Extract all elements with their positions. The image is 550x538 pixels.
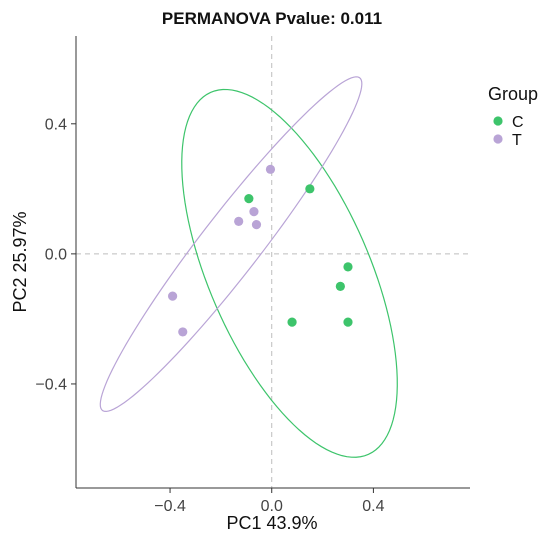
y-tick-label: −0.4	[35, 376, 67, 393]
legend-key-t	[493, 134, 503, 144]
data-point-t	[234, 216, 244, 226]
legend-title: Group	[488, 84, 538, 104]
data-point-c	[335, 281, 345, 291]
x-axis-title: PC1 43.9%	[226, 513, 317, 533]
plot-area: −0.4 0.0 0.4 −0.4 0.0 0.4	[35, 36, 470, 515]
legend-label-c: C	[512, 114, 524, 131]
legend-label-t: T	[512, 132, 522, 149]
x-tick-label: 0.4	[362, 498, 384, 515]
chart-title: PERMANOVA Pvalue: 0.011	[162, 9, 382, 28]
legend-key-c	[493, 116, 503, 126]
data-point-t	[265, 164, 276, 174]
data-point-t	[251, 220, 262, 230]
data-point-t	[249, 206, 259, 217]
data-point-c	[305, 184, 315, 194]
data-point-t	[178, 327, 188, 337]
data-point-c	[343, 262, 353, 272]
y-axis-title: PC2 25.97%	[10, 211, 30, 312]
y-tick-label: 0.0	[45, 246, 67, 263]
y-tick-label: 0.4	[45, 116, 67, 133]
confidence-ellipse-t	[99, 76, 363, 413]
confidence-ellipse-c	[181, 88, 398, 458]
legend: Group CT	[488, 84, 538, 149]
x-tick-label: 0.0	[261, 498, 283, 515]
data-point-c	[287, 317, 297, 327]
data-point-t	[167, 291, 178, 301]
data-point-c	[244, 193, 254, 204]
data-point-c	[343, 317, 353, 327]
x-tick-label: −0.4	[154, 498, 186, 515]
